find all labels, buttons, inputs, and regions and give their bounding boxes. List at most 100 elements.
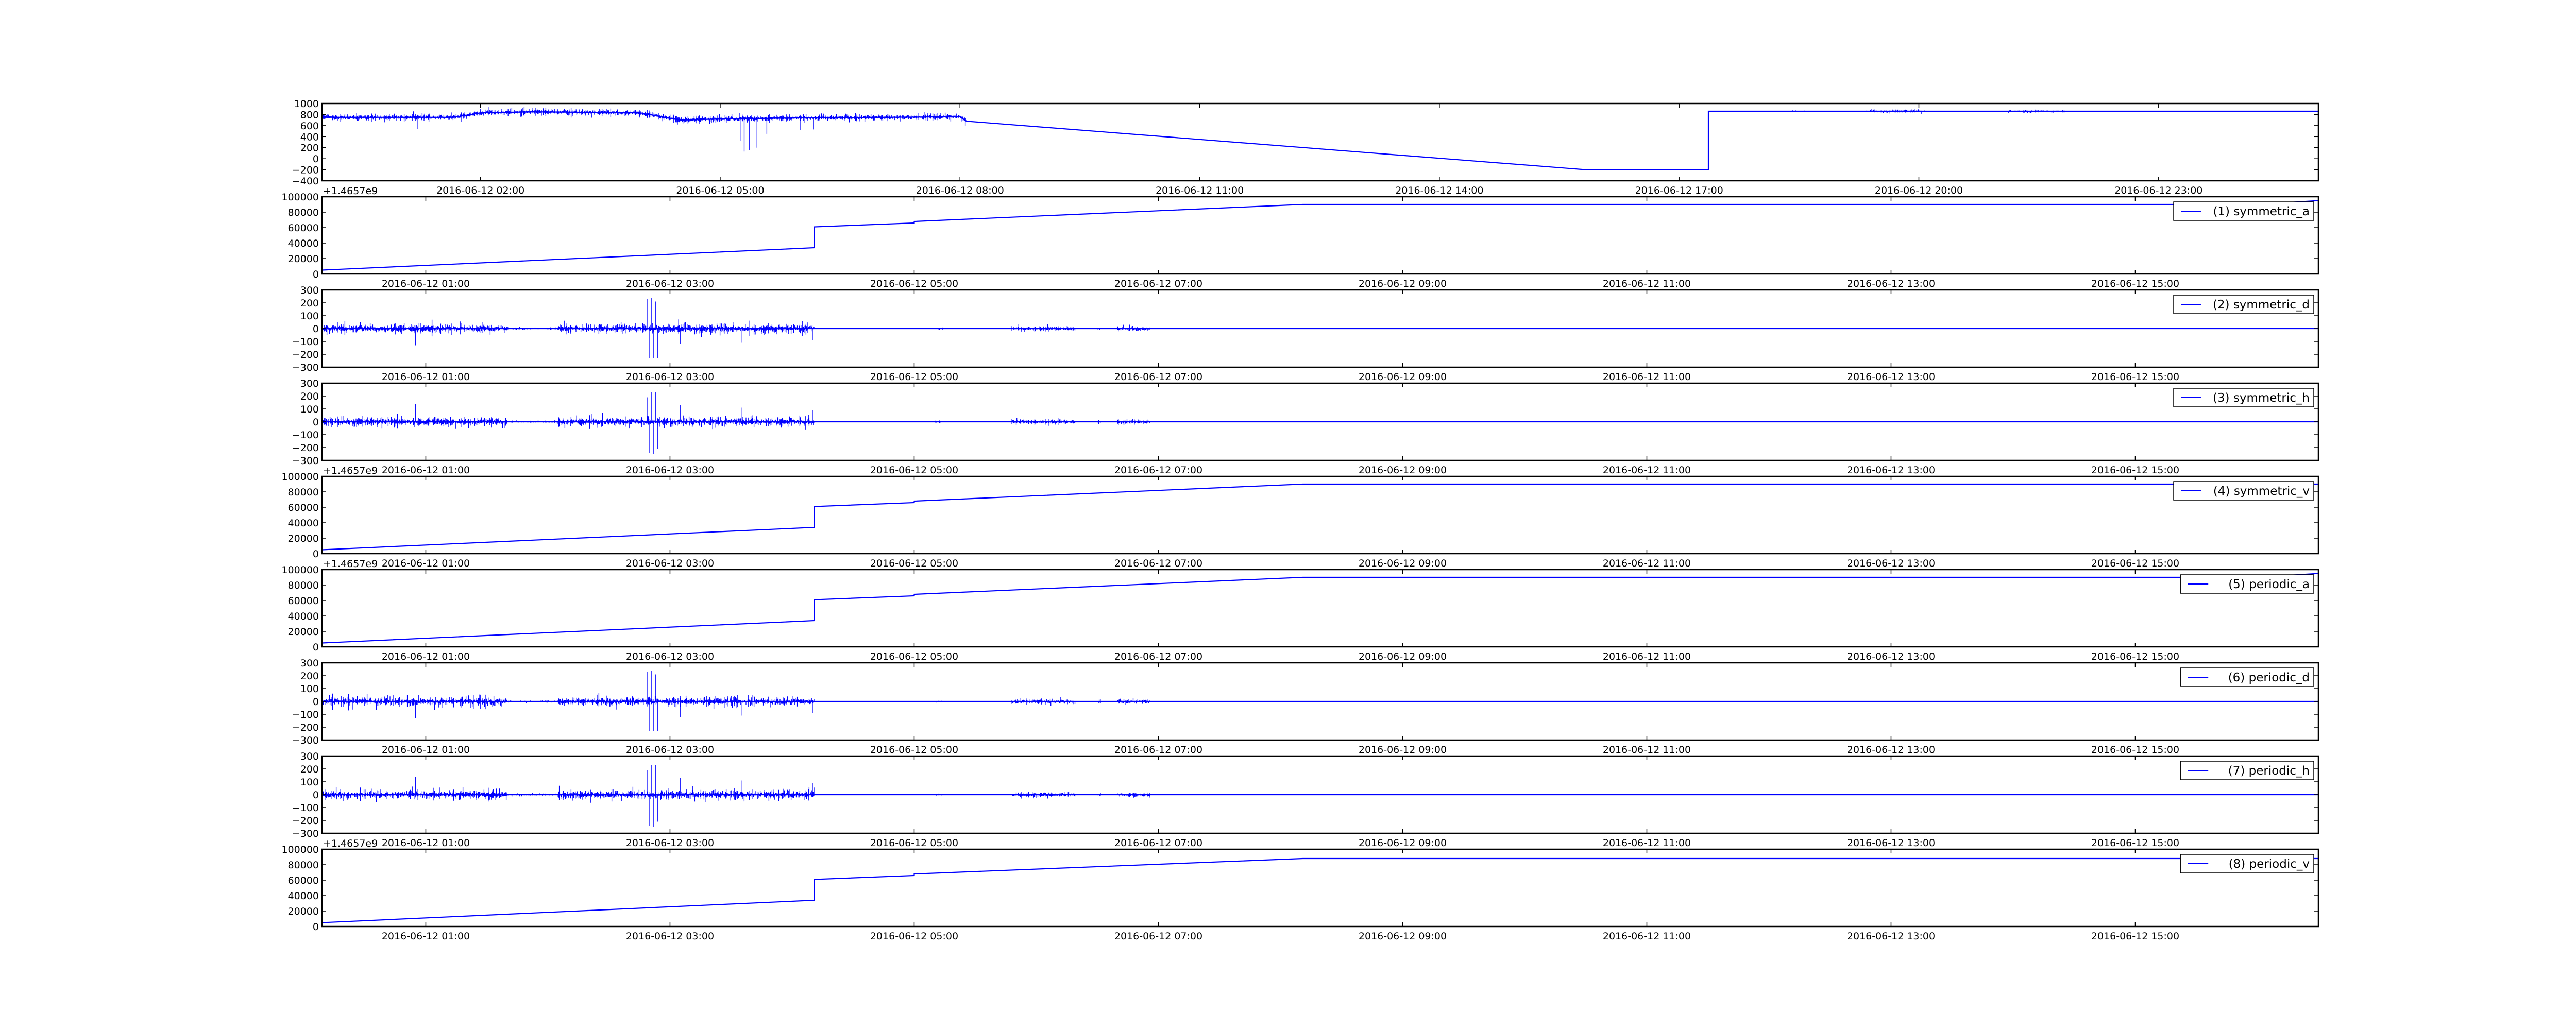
series-6 [322, 573, 2318, 644]
x-tick-label: 2016-06-12 05:00 [870, 558, 958, 569]
legend: (8) periodic_v [2180, 854, 2314, 873]
subplot-7: 2016-06-12 01:00 2016-06-12 03:00 2016-06-… [292, 658, 2319, 756]
y-tick-label: 100000 [281, 564, 319, 576]
y-tick-label: −200 [292, 165, 319, 176]
x-tick-label: 2016-06-12 01:00 [382, 651, 470, 662]
y-tick-label: −200 [292, 442, 319, 454]
x-tick-label: 2016-06-12 11:00 [1603, 651, 1691, 662]
y-tick-label: 200 [300, 298, 319, 309]
legend-label: (4) symmetric_v [2213, 485, 2310, 498]
x-tick-label: 2016-06-12 13:00 [1847, 837, 1935, 849]
x-tick-label: 2016-06-12 09:00 [1359, 558, 1447, 569]
legend-label: (8) periodic_v [2229, 857, 2310, 871]
y-tick-label: 20000 [288, 906, 319, 917]
x-tick-label: 2016-06-12 07:00 [1114, 278, 1202, 289]
x-tick-label: 2016-06-12 01:00 [382, 837, 470, 849]
series-2 [322, 200, 2318, 271]
legend-label: (3) symmetric_h [2213, 391, 2310, 405]
x-tick-label: 2016-06-12 11:00 [1603, 465, 1691, 476]
y-tick-label: 0 [313, 269, 319, 280]
x-tick-label: 2016-06-12 03:00 [626, 465, 714, 476]
y-tick-label: 300 [300, 285, 319, 296]
y-tick-label: −300 [292, 455, 319, 467]
x-tick-label: 2016-06-12 07:00 [1114, 465, 1202, 476]
x-tick-label: 2016-06-12 13:00 [1847, 744, 1935, 756]
x-tick-label: 2016-06-12 15:00 [2091, 651, 2179, 662]
series-noise [322, 765, 1150, 827]
x-tick-label: 2016-06-12 15:00 [2091, 465, 2179, 476]
x-tick-label: 2016-06-12 01:00 [382, 278, 470, 289]
y-tick-label: 300 [300, 658, 319, 669]
x-tick-label: 2016-06-12 09:00 [1359, 931, 1447, 942]
subplot-5: 2016-06-12 01:00 2016-06-12 03:00 2016-06-… [281, 465, 2319, 569]
x-tick-label: 2016-06-12 05:00 [870, 744, 958, 756]
legend: (7) periodic_h [2180, 761, 2314, 780]
series-line [322, 573, 2318, 644]
offset-text: +1.4657e9 [323, 558, 378, 570]
legend-label: (2) symmetric_d [2213, 298, 2310, 312]
x-tick-label: 2016-06-12 03:00 [626, 558, 714, 569]
x-tick-label: 2016-06-12 17:00 [1635, 185, 1723, 196]
subplot-9: 2016-06-12 01:00 2016-06-12 03:00 2016-06-… [281, 838, 2319, 942]
y-tick-label: 600 [300, 121, 319, 132]
series-5 [322, 483, 2318, 551]
y-tick-label: 100000 [281, 192, 319, 203]
legend-label: (5) periodic_a [2228, 578, 2310, 591]
y-tick-label: 0 [313, 642, 319, 653]
y-tick-label: −200 [292, 815, 319, 827]
y-tick-label: −300 [292, 735, 319, 746]
series-noise [322, 298, 1150, 358]
y-tick-label: 20000 [288, 533, 319, 544]
subplot-8: 2016-06-12 01:00 2016-06-12 03:00 2016-06-… [292, 751, 2319, 849]
y-tick-label: 300 [300, 378, 319, 389]
y-tick-label: 80000 [288, 860, 319, 871]
x-tick-label: 2016-06-12 05:00 [870, 837, 958, 849]
y-tick-label: −200 [292, 349, 319, 360]
y-tick-label: −100 [292, 709, 319, 720]
axes-frame [321, 848, 2319, 928]
y-tick-label: 40000 [288, 890, 319, 902]
x-tick-label: 2016-06-12 03:00 [626, 744, 714, 756]
y-tick-label: 0 [313, 696, 319, 708]
x-tick-label: 2016-06-12 14:00 [1395, 185, 1483, 196]
x-tick-label: 2016-06-12 13:00 [1847, 558, 1935, 569]
x-tick-label: 2016-06-12 23:00 [2114, 185, 2202, 196]
y-tick-label: 20000 [288, 253, 319, 265]
y-tick-label: 0 [313, 548, 319, 560]
y-tick-label: 40000 [288, 611, 319, 622]
x-tick-label: 2016-06-12 09:00 [1359, 371, 1447, 383]
x-tick-label: 2016-06-12 15:00 [2091, 744, 2179, 756]
x-tick-label: 2016-06-12 02:00 [436, 185, 524, 196]
y-tick-label: 40000 [288, 238, 319, 249]
x-tick-label: 2016-06-12 07:00 [1114, 837, 1202, 849]
y-tick-label: 200 [300, 143, 319, 154]
series-line [322, 857, 2318, 923]
y-tick-label: 0 [313, 789, 319, 801]
series-line [322, 110, 2318, 170]
y-tick-label: −100 [292, 802, 319, 814]
x-tick-label: 2016-06-12 11:00 [1603, 371, 1691, 383]
y-tick-label: 80000 [288, 487, 319, 498]
x-tick-label: 2016-06-12 09:00 [1359, 465, 1447, 476]
y-tick-label: −200 [292, 722, 319, 733]
subplot-4: 2016-06-12 01:00 2016-06-12 03:00 2016-06-… [292, 378, 2319, 476]
legend: (2) symmetric_d [2173, 295, 2314, 314]
offset-text: +1.4657e9 [323, 465, 378, 476]
subplot-6: 2016-06-12 01:00 2016-06-12 03:00 2016-06-… [281, 558, 2319, 662]
x-tick-label: 2016-06-12 11:00 [1603, 837, 1691, 849]
x-tick-label: 2016-06-12 13:00 [1847, 278, 1935, 289]
y-tick-label: 60000 [288, 875, 319, 886]
x-tick-label: 2016-06-12 08:00 [916, 185, 1004, 196]
axes-frame [321, 102, 2319, 182]
y-tick-label: 200 [300, 671, 319, 682]
legend: (5) periodic_a [2180, 574, 2314, 594]
x-tick-label: 2016-06-12 09:00 [1359, 837, 1447, 849]
y-tick-label: 60000 [288, 595, 319, 607]
y-tick-label: 100 [300, 683, 319, 695]
x-tick-label: 2016-06-12 15:00 [2091, 837, 2179, 849]
x-tick-label: 2016-06-12 07:00 [1114, 371, 1202, 383]
x-tick-label: 2016-06-12 05:00 [870, 278, 958, 289]
x-tick-label: 2016-06-12 01:00 [382, 558, 470, 569]
x-tick-label: 2016-06-12 05:00 [870, 931, 958, 942]
